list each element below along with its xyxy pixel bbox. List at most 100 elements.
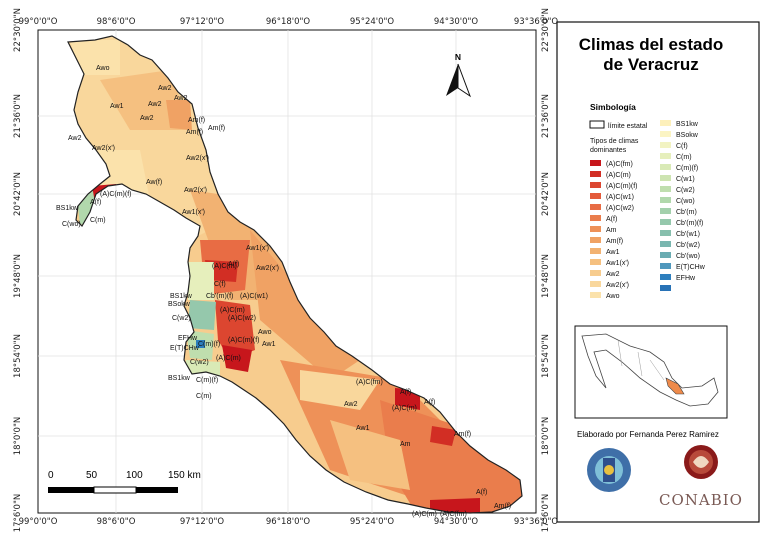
legend-item-label: BS1kw bbox=[676, 121, 699, 128]
legend-item-label: Am bbox=[606, 227, 617, 234]
climate-region-label: Aw2 bbox=[174, 95, 188, 102]
x-tick-top: 93°36'0"O bbox=[514, 17, 559, 27]
legend-item-label: (A)C(w2) bbox=[606, 205, 634, 212]
climate-region-label: Am(f) bbox=[454, 431, 471, 438]
climate-region-label: Am bbox=[400, 441, 411, 448]
y-tick-right: 18°0'0"N bbox=[541, 417, 551, 456]
types-heading-1: Tipos de climas bbox=[590, 138, 639, 145]
y-tick-right: 19°48'0"N bbox=[541, 254, 551, 298]
climate-region-label: Am(f) bbox=[188, 117, 205, 124]
climate-region-label: BSokw bbox=[168, 301, 191, 308]
climate-region-label: (A)C(m)(f) bbox=[100, 191, 132, 198]
boundary-label: límite estatal bbox=[608, 123, 648, 130]
climate-region-label: Am(f) bbox=[208, 125, 225, 132]
y-tick-right: 20°42'0"N bbox=[541, 172, 551, 216]
scale-label-0: 0 bbox=[48, 470, 54, 481]
legend-swatch bbox=[590, 226, 601, 232]
north-label: N bbox=[455, 52, 461, 62]
legend-swatch bbox=[660, 175, 671, 181]
climate-region-label: Aw2 bbox=[148, 101, 162, 108]
legend-swatch bbox=[660, 241, 671, 247]
legend-swatch bbox=[660, 252, 671, 258]
legend-swatch bbox=[590, 182, 601, 188]
climate-region-label: (A)C(w1) bbox=[240, 293, 268, 300]
x-tick-bottom: 95°24'0"O bbox=[350, 517, 395, 527]
legend-item-label: Aw2(x') bbox=[606, 282, 629, 289]
climate-region-label: EFHw bbox=[178, 335, 198, 342]
legend-item-label: C(w2) bbox=[676, 187, 695, 194]
climate-region-label: Aw1(x') bbox=[182, 209, 205, 216]
x-tick-bottom: 99°0'0"O bbox=[19, 517, 58, 527]
legend-item-label: C(m) bbox=[676, 154, 692, 161]
legend-item-label: Cb'(wo) bbox=[676, 253, 700, 260]
boundary-swatch bbox=[589, 120, 605, 129]
climate-region-label: (A)C(m)(f) bbox=[228, 337, 260, 344]
legend-item-label: (A)C(w1) bbox=[606, 194, 634, 201]
climate-region-label: Aw2 bbox=[344, 401, 358, 408]
climate-region-label: BS1kw bbox=[168, 375, 191, 382]
climate-region-label: (A)C(w2) bbox=[228, 315, 256, 322]
climate-region-label: Aw2(x') bbox=[256, 265, 279, 272]
state-boundary bbox=[67, 35, 523, 514]
conabio-logo: CONABIO bbox=[659, 445, 743, 509]
coordinate-ticks: 99°0'0"O 99°0'0"O 98°6'0"O 98°6'0"O 97°12'0"… bbox=[13, 8, 558, 532]
y-tick-right: 17°6'0"N bbox=[541, 494, 551, 533]
climate-region-label: C(m) bbox=[90, 217, 106, 224]
legend-swatch bbox=[590, 259, 601, 265]
climate-region-label: Aw1 bbox=[110, 103, 124, 110]
legend-item-label: Aw1 bbox=[606, 249, 620, 256]
climate-region-label: Awo bbox=[96, 65, 110, 72]
map-title-line2: de Veracruz bbox=[603, 55, 698, 74]
legend-item-label: E(T)CHw bbox=[676, 264, 706, 271]
legend-item-label: Cb'(w1) bbox=[676, 231, 700, 238]
legend-item-label: C(m)(f) bbox=[676, 165, 698, 172]
legend-item-label: EFHw bbox=[676, 275, 696, 282]
legend-swatch bbox=[590, 237, 601, 243]
x-tick-top: 94°30'0"O bbox=[434, 17, 479, 27]
climate-region-label: (A)C(fm) bbox=[440, 511, 467, 518]
climate-region-label: Am(f) bbox=[494, 503, 511, 510]
climate-region-label: A(f) bbox=[424, 399, 435, 406]
climate-region-label: A(f) bbox=[476, 489, 487, 496]
climate-region-label: (A)C(fm) bbox=[356, 379, 383, 386]
climate-region-label: E(T)CHw bbox=[170, 345, 200, 352]
legend-swatch bbox=[660, 153, 671, 159]
legend-swatch bbox=[590, 248, 601, 254]
y-tick-right: 18°54'0"N bbox=[541, 334, 551, 378]
types-heading-2: dominantes bbox=[590, 147, 627, 154]
legend-swatch bbox=[590, 215, 601, 221]
legend-swatch bbox=[660, 263, 671, 269]
climate-region-label: C(m)(f) bbox=[198, 341, 220, 348]
north-arrow-icon: N bbox=[446, 52, 472, 98]
climate-region-label: Aw2 bbox=[140, 115, 154, 122]
x-tick-bottom: 93°36'0"O bbox=[514, 517, 559, 527]
y-tick-left: 20°42'0"N bbox=[13, 172, 23, 216]
conabio-wordmark: CONABIO bbox=[659, 491, 743, 509]
legend-item-label: Awo bbox=[606, 293, 620, 300]
legend-item-label: Aw1(x') bbox=[606, 260, 629, 267]
legend-swatch bbox=[590, 204, 601, 210]
legend-item-label: C(wo) bbox=[676, 198, 695, 205]
legend-swatch bbox=[660, 186, 671, 192]
climate-region-label: (A)C(m) bbox=[392, 405, 417, 412]
legend-panel: Climas del estado de Veracruz Simbología… bbox=[556, 21, 760, 523]
legend-swatch bbox=[660, 219, 671, 225]
legend-right-column: BS1kw BSokw C(f) C(m) C(m)(f) C(w1) C(w2) C(wo)… bbox=[660, 120, 706, 291]
legend-swatch bbox=[660, 274, 671, 280]
climate-region-label: Aw1(x') bbox=[246, 245, 269, 252]
x-tick-top: 99°0'0"O bbox=[19, 17, 58, 27]
climate-region-label: Aw1 bbox=[262, 341, 276, 348]
legend-item-label: Cb'(m) bbox=[676, 209, 697, 216]
legend-item-label: Cb'(w2) bbox=[676, 242, 700, 249]
legend-swatch bbox=[660, 208, 671, 214]
legend-swatch bbox=[660, 197, 671, 203]
x-tick-top: 98°6'0"O bbox=[97, 17, 136, 27]
climate-region-label: C(w2) bbox=[190, 359, 209, 366]
legend-item-label: (A)C(m)(f) bbox=[606, 183, 638, 190]
y-tick-left: 17°6'0"N bbox=[13, 494, 23, 533]
climate-region-label: Aw(f) bbox=[146, 179, 162, 186]
x-tick-top: 96°18'0"O bbox=[266, 17, 311, 27]
climate-region-label: BS1kw bbox=[56, 205, 79, 212]
